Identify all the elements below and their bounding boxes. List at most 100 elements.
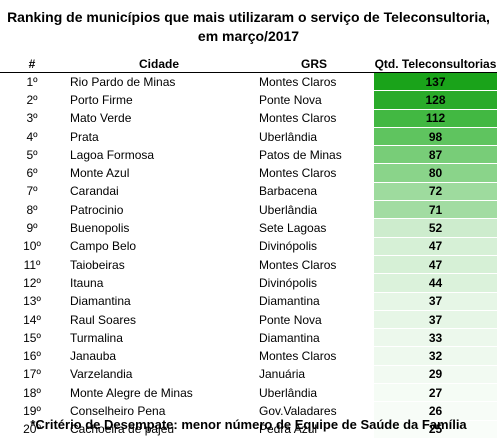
table-row: 13º Diamantina Diamantina 37 bbox=[0, 292, 497, 311]
grs-cell: Divinópolis bbox=[259, 239, 318, 254]
qtd-cell: 37 bbox=[374, 292, 497, 311]
city-cell: Monte Alegre de Minas bbox=[70, 385, 193, 400]
table-row: 14º Raul Soares Ponte Nova 37 bbox=[0, 310, 497, 330]
city-cell: Itauna bbox=[70, 275, 104, 290]
rank-cell: 16º bbox=[23, 349, 41, 364]
qtd-cell: 128 bbox=[374, 90, 497, 110]
rank-cell: 11º bbox=[23, 257, 41, 272]
table-row: 20º Cachoeira de pajeu Pedra Azul 25 bbox=[0, 420, 497, 439]
grs-cell: Uberlândia bbox=[259, 129, 318, 144]
grs-cell: Ponte Nova bbox=[259, 92, 322, 107]
grs-cell: Pedra Azul bbox=[259, 422, 318, 437]
rank-cell: 20º bbox=[23, 422, 41, 437]
header-grs: GRS bbox=[254, 56, 374, 73]
qtd-cell: 80 bbox=[374, 163, 497, 183]
qtd-cell: 112 bbox=[374, 109, 497, 128]
qtd-cell: 137 bbox=[374, 72, 497, 92]
rank-cell: 10º bbox=[23, 239, 41, 254]
city-cell: Taiobeiras bbox=[70, 257, 125, 272]
grs-cell: Barbacena bbox=[259, 184, 318, 199]
rank-cell: 13º bbox=[23, 294, 41, 309]
ranking-table: # Cidade GRS Qtd. Teleconsultorias 1º Rio… bbox=[0, 56, 497, 439]
grs-cell: Uberlândia bbox=[259, 385, 318, 400]
rank-cell: 5º bbox=[26, 147, 38, 162]
rank-cell: 3º bbox=[26, 111, 38, 126]
rank-cell: 4º bbox=[26, 129, 38, 144]
qtd-cell: 47 bbox=[374, 255, 497, 275]
city-cell: Janauba bbox=[70, 349, 117, 364]
rank-cell: 14º bbox=[23, 312, 41, 327]
table-row: 19º Conselheiro Pena Gov.Valadares 26 bbox=[0, 401, 497, 421]
table-row: 6º Monte Azul Montes Claros 80 bbox=[0, 163, 497, 183]
qtd-cell: 72 bbox=[374, 182, 497, 202]
city-cell: Prata bbox=[70, 129, 99, 144]
table-row: 3º Mato Verde Montes Claros 112 bbox=[0, 109, 497, 128]
table-row: 18º Monte Alegre de Minas Uberlândia 27 bbox=[0, 383, 497, 403]
header-rank: # bbox=[0, 56, 64, 73]
city-cell: Varzelandia bbox=[70, 367, 133, 382]
qtd-cell: 33 bbox=[374, 328, 497, 348]
table-row: 7º Carandai Barbacena 72 bbox=[0, 182, 497, 202]
table-row: 11º Taiobeiras Montes Claros 47 bbox=[0, 255, 497, 275]
title-line-2: em março/2017 bbox=[197, 28, 300, 44]
qtd-cell: 98 bbox=[374, 127, 497, 147]
grs-cell: Diamantina bbox=[259, 330, 320, 345]
report-title: Ranking de municípios que mais utilizara… bbox=[0, 8, 497, 46]
rank-cell: 12º bbox=[23, 275, 41, 290]
table-row: 8º Patrocinio Uberlândia 71 bbox=[0, 200, 497, 220]
qtd-cell: 44 bbox=[374, 273, 497, 293]
city-cell: Campo Belo bbox=[70, 239, 137, 254]
header-city: Cidade bbox=[64, 56, 254, 73]
table-row: 9º Buenopolis Sete Lagoas 52 bbox=[0, 218, 497, 238]
qtd-cell: 32 bbox=[374, 346, 497, 366]
city-cell: Rio Pardo de Minas bbox=[70, 74, 176, 89]
city-cell: Diamantina bbox=[70, 294, 131, 309]
qtd-cell: 26 bbox=[374, 401, 497, 421]
qtd-cell: 47 bbox=[374, 237, 497, 256]
qtd-cell: 37 bbox=[374, 310, 497, 330]
grs-cell: Gov.Valadares bbox=[259, 403, 337, 418]
table-row: 12º Itauna Divinópolis 44 bbox=[0, 273, 497, 293]
qtd-cell: 25 bbox=[374, 420, 497, 439]
grs-cell: Diamantina bbox=[259, 294, 320, 309]
rank-cell: 2º bbox=[26, 92, 38, 107]
grs-cell: Ponte Nova bbox=[259, 312, 322, 327]
grs-cell: Januária bbox=[259, 367, 306, 382]
table-row: 10º Campo Belo Divinópolis 47 bbox=[0, 237, 497, 256]
city-cell: Porto Firme bbox=[70, 92, 133, 107]
footnote: *Critério de Desempate: menor número de … bbox=[30, 417, 467, 432]
table-row: 15º Turmalina Diamantina 33 bbox=[0, 328, 497, 348]
qtd-cell: 27 bbox=[374, 383, 497, 403]
grs-cell: Montes Claros bbox=[259, 349, 337, 364]
grs-cell: Uberlândia bbox=[259, 202, 318, 217]
qtd-cell: 71 bbox=[374, 200, 497, 220]
city-cell: Conselheiro Pena bbox=[70, 403, 166, 418]
city-cell: Turmalina bbox=[70, 330, 123, 345]
grs-cell: Montes Claros bbox=[259, 166, 337, 181]
title-line-1: Ranking de municípios que mais utilizara… bbox=[7, 9, 490, 25]
qtd-cell: 29 bbox=[374, 365, 497, 385]
rank-cell: 19º bbox=[23, 403, 41, 418]
table-row: 17º Varzelandia Januária 29 bbox=[0, 365, 497, 385]
rank-cell: 6º bbox=[26, 166, 38, 181]
table-row: 1º Rio Pardo de Minas Montes Claros 137 bbox=[0, 72, 497, 92]
city-cell: Patrocinio bbox=[70, 202, 124, 217]
city-cell: Raul Soares bbox=[70, 312, 137, 327]
rank-cell: 8º bbox=[26, 202, 38, 217]
rank-cell: 9º bbox=[26, 221, 38, 236]
rank-cell: 7º bbox=[26, 184, 38, 199]
table-header-row: # Cidade GRS Qtd. Teleconsultorias bbox=[0, 56, 497, 73]
qtd-cell: 52 bbox=[374, 218, 497, 238]
rank-cell: 17º bbox=[23, 367, 41, 382]
city-cell: Buenopolis bbox=[70, 221, 130, 236]
grs-cell: Montes Claros bbox=[259, 111, 337, 126]
grs-cell: Montes Claros bbox=[259, 74, 337, 89]
city-cell: Mato Verde bbox=[70, 111, 132, 126]
grs-cell: Divinópolis bbox=[259, 275, 318, 290]
header-qtd: Qtd. Teleconsultorias bbox=[374, 56, 497, 73]
table-row: 16º Janauba Montes Claros 32 bbox=[0, 346, 497, 366]
rank-cell: 1º bbox=[26, 74, 38, 89]
grs-cell: Sete Lagoas bbox=[259, 221, 327, 236]
city-cell: Lagoa Formosa bbox=[70, 147, 155, 162]
table-row: 5º Lagoa Formosa Patos de Minas 87 bbox=[0, 145, 497, 165]
